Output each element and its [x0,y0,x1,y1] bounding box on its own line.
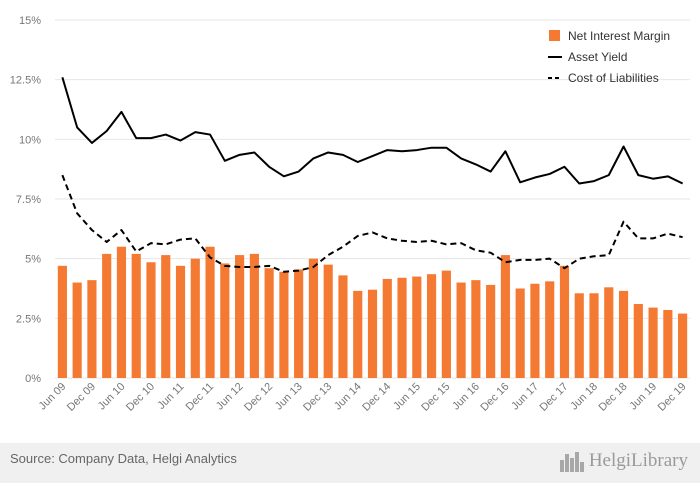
bar [323,264,333,378]
x-tick-label: Dec 13 [301,381,334,414]
x-tick-label: Dec 15 [419,381,452,414]
bar [87,280,97,378]
line-series [61,76,684,273]
bar [471,280,481,378]
y-tick-label: 12.5% [10,75,41,87]
x-tick-label: Dec 17 [537,381,570,414]
grid [55,19,690,379]
bar [353,290,363,378]
bar [338,275,348,378]
x-tick-label: Jun 16 [450,381,482,413]
bar [294,269,304,378]
bar [441,270,451,378]
bar [412,276,422,378]
x-tick-label: Dec 10 [124,381,157,414]
bar [589,293,599,378]
x-tick-label: Dec 16 [478,381,511,414]
x-tick-label: Dec 12 [242,381,275,414]
x-tick-label: Jun 09 [37,381,69,413]
y-tick-label: 10% [19,134,41,146]
bar [530,283,540,378]
y-tick-label: 5% [25,254,41,266]
bar [559,265,570,378]
source-text: Source: Company Data, Helgi Analytics [10,451,237,466]
x-tick-label: Jun 19 [627,381,659,413]
x-tick-label: Jun 14 [332,381,364,413]
bar-series [57,246,688,378]
bar [279,271,289,378]
bar [678,313,688,378]
bar [190,258,200,378]
bar [648,307,658,378]
legend-label: Net Interest Margin [568,29,670,43]
x-tick-label: Jun 10 [96,381,128,413]
bar [57,265,67,378]
bar [426,274,437,378]
bar [382,278,392,378]
cost-of-liabilities-line [61,174,683,273]
bar [235,255,245,378]
x-tick-label: Dec 18 [597,381,630,414]
city-skyline-icon [559,452,584,472]
x-tick-label: Dec 19 [656,381,689,414]
bar [264,268,274,378]
y-axis: 0% 2.5% 5% 7.5% 10% 12.5% 15% [10,15,41,385]
bar [574,293,584,378]
x-tick-label: Jun 15 [391,381,423,413]
bar [102,253,112,378]
bar [500,255,510,378]
brand-logo: HelgiLibrary [559,446,688,476]
y-tick-label: 7.5% [16,194,41,206]
bar [249,253,259,378]
bar [116,246,127,378]
bar [220,263,230,378]
bar [545,281,555,378]
x-tick-label: Jun 13 [273,381,305,413]
bar [146,262,156,378]
legend-swatch [549,30,560,41]
bar [131,253,141,378]
bar [456,282,466,378]
bar [633,304,643,378]
x-tick-label: Jun 11 [155,381,186,412]
legend: Net Interest Margin Asset Yield Cost of Li… [548,29,670,85]
x-tick-label: Dec 11 [184,381,217,414]
bar [205,246,215,378]
bar [175,265,186,378]
x-tick-label: Dec 14 [360,381,393,414]
x-tick-label: Dec 09 [65,381,98,414]
x-tick-label: Jun 12 [214,381,246,413]
legend-label: Cost of Liabilities [568,71,659,85]
x-tick-label: Jun 18 [568,381,600,413]
bar [618,290,629,378]
bar [161,255,171,378]
y-tick-label: 2.5% [16,313,41,325]
bar [486,284,496,378]
x-tick-label: Jun 17 [509,381,541,413]
legend-label: Asset Yield [568,50,627,64]
brand-name: HelgiLibrary [588,450,688,471]
asset-yield-line [61,76,684,185]
bar [367,289,378,378]
bar [604,287,614,378]
bar [72,282,82,378]
bar [663,309,673,378]
y-tick-label: 0% [25,373,41,385]
y-tick-label: 15% [19,15,41,27]
bar [308,258,319,378]
bar [515,288,525,378]
bar [397,277,407,378]
